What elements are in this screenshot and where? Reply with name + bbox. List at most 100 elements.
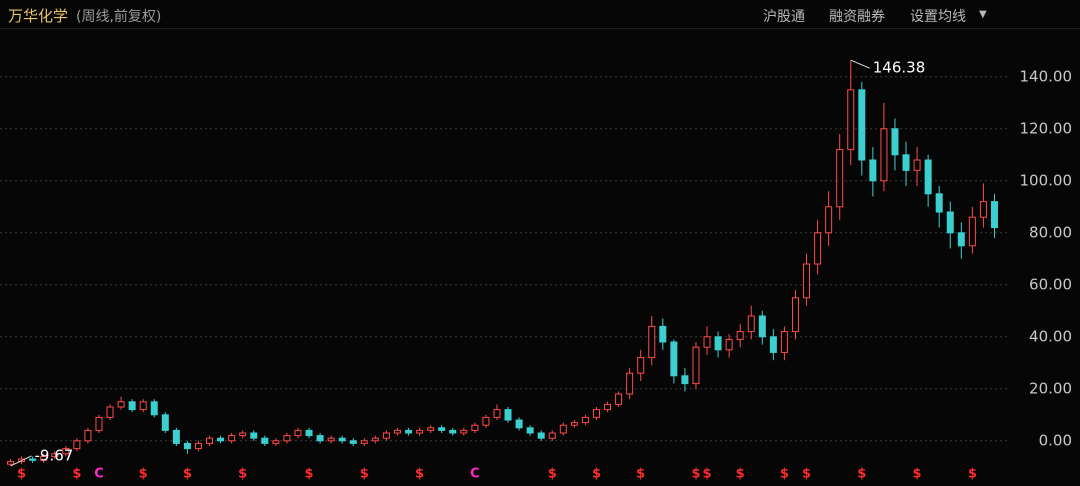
y-tick-label: 40.00	[1029, 327, 1072, 345]
candle-body	[349, 440, 357, 444]
candle-body	[858, 89, 866, 161]
event-marker: $	[913, 467, 922, 482]
candle-body	[714, 336, 722, 351]
candle-body	[836, 149, 844, 208]
candle-body	[438, 427, 446, 431]
y-tick-label: 80.00	[1029, 223, 1072, 241]
candle-body	[725, 338, 733, 351]
candle-body	[581, 416, 589, 424]
candle-body	[659, 325, 667, 343]
toolbar-button[interactable]: 沪股通	[763, 9, 805, 25]
candle-body	[979, 201, 987, 218]
candle-body	[847, 89, 855, 151]
candle-body	[548, 432, 556, 439]
candle-body	[803, 263, 811, 299]
header: 万华化学 (周线,前复权) 沪股通 融资融券 设置均线 ▼	[0, 0, 1080, 29]
candle-body	[681, 375, 689, 385]
candle-body	[670, 341, 678, 377]
candle-body	[106, 406, 114, 418]
candle-body	[703, 336, 711, 348]
candle-body	[393, 429, 401, 434]
event-marker: $	[968, 467, 977, 482]
candle-body	[194, 442, 202, 450]
event-marker: $	[183, 467, 192, 482]
candle-body	[526, 427, 534, 434]
event-marker: $	[415, 467, 424, 482]
event-marker: $	[636, 467, 645, 482]
candle-body	[228, 435, 236, 442]
candle-body	[935, 193, 943, 213]
event-marker: $	[72, 467, 81, 482]
annotation-arrow	[850, 59, 870, 69]
y-tick-label: 120.00	[1020, 119, 1073, 137]
candle-body	[626, 372, 634, 395]
candle-body	[780, 331, 788, 353]
event-marker: $	[548, 467, 557, 482]
chart-mode: (周线,前复权)	[76, 9, 162, 25]
candle-body	[40, 455, 48, 461]
candle-body	[7, 461, 15, 465]
toolbar-button[interactable]: 设置均线	[910, 9, 966, 25]
y-tick-label: 60.00	[1029, 275, 1072, 293]
candle-body	[559, 424, 567, 434]
candle-body	[239, 432, 247, 437]
event-marker: $	[703, 467, 712, 482]
candle-body	[493, 409, 501, 418]
event-marker: $	[857, 467, 866, 482]
candle-body	[117, 401, 125, 408]
candle-body	[515, 419, 523, 429]
candle-body	[814, 232, 822, 265]
annotation-label: 146.38	[873, 59, 926, 77]
event-marker: $	[139, 467, 148, 482]
candle-body	[604, 403, 612, 411]
candle-body	[95, 416, 103, 431]
event-marker: C	[470, 467, 480, 482]
event-marker: $	[592, 467, 601, 482]
candle-body	[869, 159, 877, 182]
candle-body	[283, 435, 291, 442]
candle-body	[891, 128, 899, 156]
event-marker: $	[802, 467, 811, 482]
candle-body	[924, 159, 932, 195]
stock-name: 万华化学	[8, 7, 69, 25]
candle-body	[150, 401, 158, 416]
event-marker: $	[305, 467, 314, 482]
candle-body	[416, 429, 424, 434]
candle-body	[360, 440, 368, 444]
event-marker: $	[17, 467, 26, 482]
candle-body	[327, 437, 335, 442]
candle-body	[161, 414, 169, 431]
y-tick-label: 140.00	[1020, 67, 1073, 85]
candle-body	[957, 232, 965, 247]
candle-body	[250, 432, 258, 439]
candle-body	[758, 315, 766, 338]
candle-body	[449, 429, 457, 434]
candle-body	[51, 453, 59, 457]
candle-body	[305, 429, 313, 437]
candle-body	[968, 216, 976, 247]
toolbar-button[interactable]: 融资融券	[829, 9, 885, 25]
candle-body	[825, 206, 833, 234]
candle-body	[62, 448, 70, 455]
event-marker: $	[360, 467, 369, 482]
candle-body	[648, 325, 656, 359]
candle-body	[769, 336, 777, 353]
event-marker: $	[780, 467, 789, 482]
candle-body	[338, 437, 346, 442]
annotation-label: -9.67	[35, 446, 74, 464]
dropdown-arrow[interactable]: ▼	[979, 9, 987, 20]
candle-body	[615, 393, 623, 405]
candle-body	[913, 159, 921, 171]
candle-body	[382, 432, 390, 439]
candle-body	[990, 201, 998, 229]
candle-body	[736, 331, 744, 340]
candle-body	[128, 401, 136, 411]
y-tick-label: 100.00	[1020, 171, 1073, 189]
candle-body	[537, 432, 545, 439]
candle-body	[139, 401, 147, 411]
candle-body	[880, 128, 888, 182]
y-tick-label: 0.00	[1039, 431, 1072, 449]
event-marker: $	[691, 467, 700, 482]
candle-body	[471, 424, 479, 431]
